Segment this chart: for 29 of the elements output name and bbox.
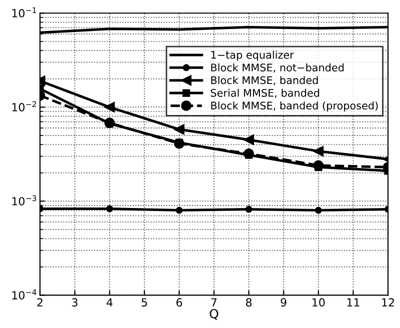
point (174, 124, 184, 135)
legend-label: Block MMSE, banded (211, 76, 318, 86)
x-tick-label: 12 (382, 298, 394, 306)
x-tick-label: 3 (72, 298, 78, 307)
x-tick-label: 5 (142, 298, 147, 307)
x-tick-label: 7 (211, 298, 217, 306)
point (176, 206, 183, 214)
x-tick-label: 10 (312, 298, 325, 307)
point (104, 102, 115, 112)
y-tick-label: 10$^{−4}$ (12, 289, 36, 300)
y-tick-label: 10$^{−1}$ (12, 7, 36, 18)
point (313, 146, 324, 156)
y-tick-label: 10$^{−3}$ (12, 195, 36, 206)
point (106, 205, 114, 212)
x-tick-label: 2 (37, 298, 42, 306)
y-tick-label: 10$^{−2}$ (12, 101, 36, 112)
legend-label: Serial MMSE, banded (210, 88, 320, 98)
x-tick-label: 4 (106, 298, 113, 306)
x-tick-label: 9 (280, 298, 286, 307)
x-tick-label: 6 (176, 298, 182, 307)
legend-label: Block MMSE, not−banded (211, 63, 344, 73)
x-tick-label: 11 (347, 298, 360, 306)
x-tick-label: 8 (246, 298, 252, 307)
x-axis-title: Q (210, 308, 218, 320)
point (244, 134, 254, 145)
legend-label: Block MMSE, banded (proposed) (211, 101, 378, 112)
point (245, 206, 252, 213)
legend-label: 1−tap equalizer (211, 50, 294, 61)
point (314, 206, 322, 214)
